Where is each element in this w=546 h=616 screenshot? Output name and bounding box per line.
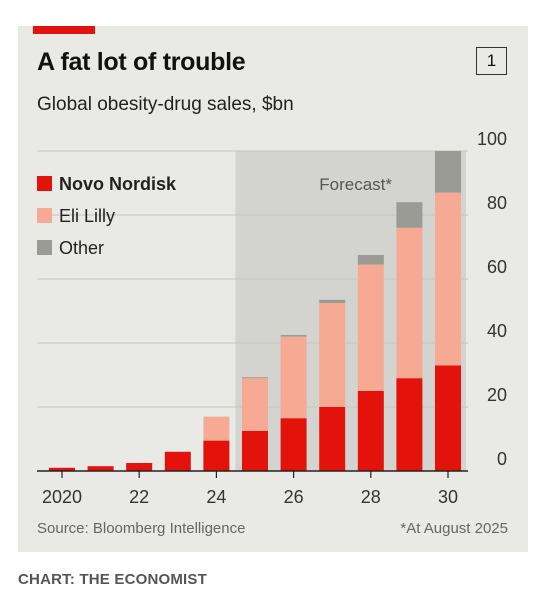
chart-credit: CHART: THE ECONOMIST [18,571,207,588]
legend-label: Other [59,238,104,258]
chart-subtitle: Global obesity-drug sales, $bn [37,94,294,115]
forecast-label: Forecast* [319,175,392,194]
bar-segment [87,466,114,471]
bar-segment [357,264,384,391]
bar-segment [319,407,346,471]
x-tick-label: 30 [438,487,458,507]
bar-segment [435,151,461,193]
y-tick-label: 60 [487,257,507,277]
bar-segment [319,299,346,303]
bar-segment [203,440,230,471]
chart-title: A fat lot of trouble [37,48,246,76]
bar-segment [319,303,346,407]
bar-segment [357,255,384,265]
x-tick-label: 2020 [42,487,82,507]
bar-segment [435,192,461,366]
y-tick-label: 40 [487,321,507,341]
legend-swatch [37,176,52,191]
x-tick-label: 28 [361,487,381,507]
x-tick-label: 26 [284,487,304,507]
chart-number-badge: 1 [476,47,507,75]
bar-segment [164,451,191,471]
bar-segment [396,227,423,379]
legend-swatch [37,208,52,223]
legend-swatch [37,240,52,255]
y-tick-label: 80 [487,193,507,213]
brand-accent-bar [33,26,95,34]
y-tick-label: 20 [487,385,507,405]
bar-segment [242,431,268,471]
x-tick-label: 22 [129,487,149,507]
bar-segment [126,463,153,471]
bar-segment [280,336,307,419]
y-tick-label: 0 [497,449,507,469]
forecast-footnote: *At August 2025 [400,520,508,537]
bar-segment [396,378,423,471]
bar-segment [242,378,268,431]
source-note: Source: Bloomberg Intelligence [37,520,246,537]
bar-segment [242,377,268,379]
legend-label: Eli Lilly [59,206,115,226]
bar-segment [396,202,423,228]
forecast-region [235,151,466,471]
bar-segment [357,391,384,471]
x-tick-label: 24 [206,487,226,507]
bar-segment [280,335,307,337]
bar-segment [49,467,75,471]
legend-label: Novo Nordisk [59,174,177,194]
bar-segment [435,365,461,471]
bar-segment [280,418,307,471]
bar-segment [203,416,230,441]
y-tick-label: 100 [477,129,507,149]
